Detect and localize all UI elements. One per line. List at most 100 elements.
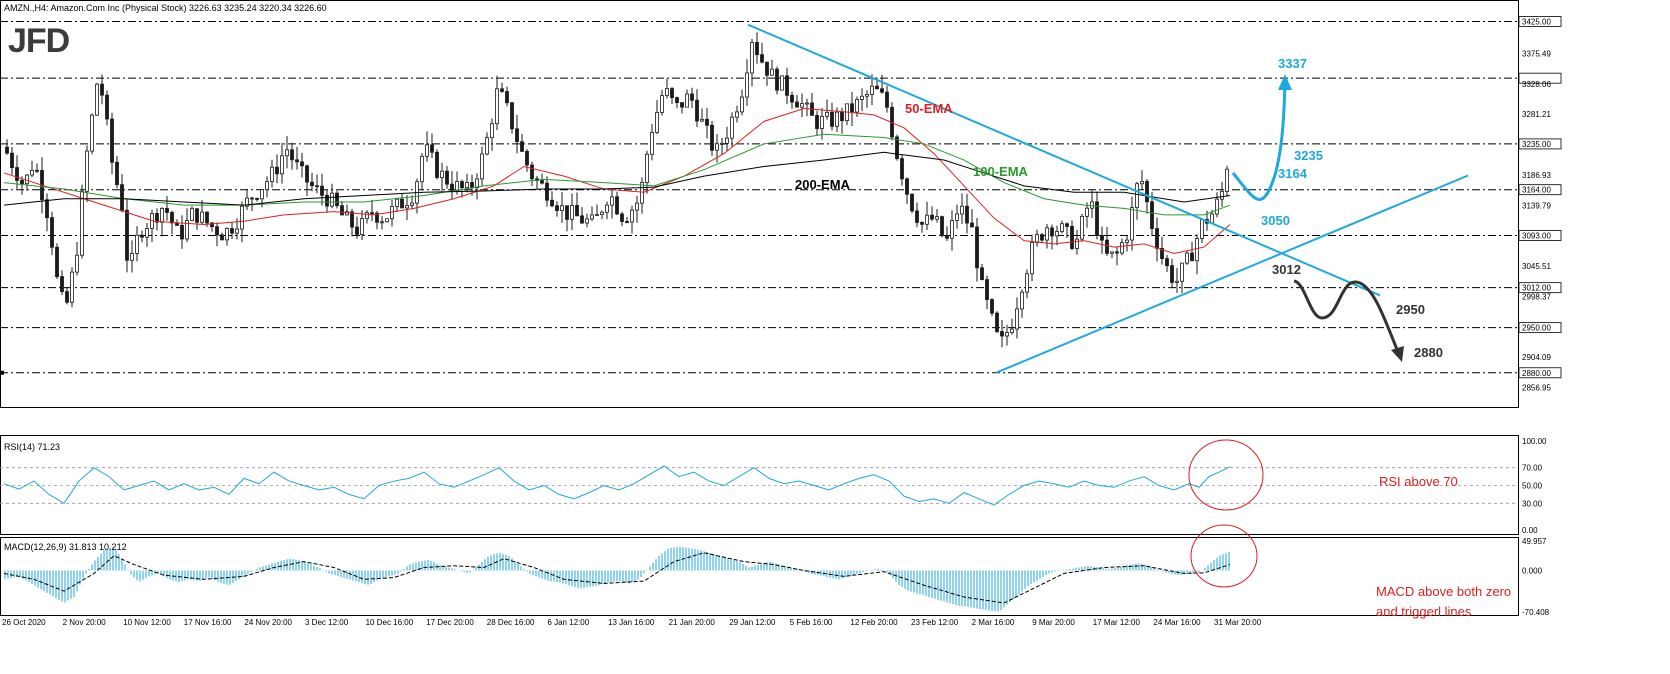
candle-body	[555, 205, 559, 211]
macd-y-tick-2: -70.408	[1522, 608, 1550, 617]
candle-body	[655, 112, 659, 133]
jfd-logo: JFD	[8, 22, 70, 60]
candle-body	[335, 192, 339, 207]
candle-body	[300, 161, 304, 167]
main-y-tick-3: 3281.21	[1522, 110, 1551, 119]
candle-body	[950, 220, 954, 239]
candle-body	[775, 68, 779, 91]
candle-body	[80, 190, 84, 256]
candle-body	[745, 72, 749, 98]
candle-body	[475, 178, 479, 189]
candle-body	[835, 111, 839, 127]
candle-body	[85, 150, 89, 192]
candle-body	[375, 212, 379, 223]
x-tick-1: 2 Nov 20:00	[63, 618, 107, 627]
candle-body	[820, 115, 824, 129]
candle-body	[645, 153, 649, 183]
candle-body	[1005, 332, 1009, 337]
candle-body	[435, 151, 439, 178]
candle-body	[930, 214, 934, 220]
candle-body	[590, 214, 594, 220]
rsi-y-tick-1: 70.00	[1522, 464, 1543, 473]
candle-body	[445, 170, 449, 185]
candle-body	[355, 226, 359, 235]
candle-body	[785, 75, 789, 96]
candle-body	[230, 228, 234, 234]
main-y-tick-13: 2904.09	[1522, 353, 1551, 362]
candle-body	[1020, 291, 1024, 310]
candle-body	[900, 158, 904, 180]
candle-body	[490, 123, 494, 139]
bullish-projection-path	[1231, 81, 1287, 201]
candle-body	[1225, 168, 1229, 192]
candle-body	[1030, 242, 1034, 275]
candle-body	[1060, 223, 1064, 232]
candle-body	[30, 169, 34, 176]
x-tick-4: 24 Nov 20:00	[244, 618, 292, 627]
candle-body	[200, 211, 204, 223]
candle-body	[840, 111, 844, 122]
candle-body	[625, 221, 629, 223]
candle-body	[450, 183, 454, 192]
candle-body	[545, 182, 549, 201]
candle-body	[880, 88, 884, 93]
candle-body	[705, 118, 709, 126]
candle-body	[550, 199, 554, 207]
candle-body	[180, 225, 184, 240]
candle-body	[975, 226, 979, 269]
candle-body	[405, 205, 409, 209]
candle-body	[55, 246, 59, 278]
candle-body	[495, 88, 499, 125]
candle-body	[1150, 201, 1154, 229]
candle-body	[45, 199, 49, 219]
candle-body	[1075, 238, 1079, 249]
candle-body	[915, 210, 919, 223]
candle-body	[1145, 181, 1149, 203]
candle-body	[70, 271, 74, 303]
candle-body	[580, 215, 584, 224]
candle-body	[305, 165, 309, 183]
candle-body	[430, 144, 434, 153]
candle-body	[125, 209, 129, 261]
candle-body	[980, 267, 984, 281]
candle-body	[1095, 201, 1099, 236]
candle-body	[800, 103, 804, 108]
candle-body	[290, 149, 294, 161]
candle-body	[395, 198, 399, 207]
rsi-y-tick-0: 100.00	[1522, 437, 1547, 446]
candle-body	[1185, 252, 1189, 264]
candle-body	[1175, 280, 1179, 283]
candle-body	[1160, 247, 1164, 260]
main-pane-frame	[0, 0, 1519, 408]
candle-body	[470, 182, 474, 189]
candle-body	[660, 95, 664, 113]
x-tick-15: 23 Feb 12:00	[911, 618, 959, 627]
candle-body	[700, 118, 704, 122]
x-tick-14: 12 Feb 20:00	[850, 618, 898, 627]
candle-body	[400, 198, 404, 209]
candle-body	[1055, 231, 1059, 237]
candle-body	[920, 222, 924, 225]
candle-body	[15, 167, 19, 181]
main-y-tick-1: 3375.49	[1522, 49, 1551, 58]
candle-body	[1125, 239, 1129, 243]
candle-body	[95, 83, 99, 116]
level-tag-4	[1518, 230, 1562, 241]
chart-label-3012: 3012	[1272, 262, 1301, 277]
chart-label-2950: 2950	[1396, 302, 1425, 317]
main-y-tick-10: 3012.00	[1522, 284, 1551, 293]
main-y-tick-6: 3164.00	[1522, 186, 1551, 195]
candle-body	[690, 93, 694, 101]
candle-body	[65, 291, 69, 303]
x-tick-17: 9 Mar 20:00	[1032, 618, 1075, 627]
main-y-tick-8: 3093.00	[1522, 231, 1551, 240]
rsi-y-tick-2: 50.00	[1522, 482, 1543, 491]
candle-body	[630, 209, 634, 223]
candle-body	[195, 208, 199, 223]
candle-body	[860, 95, 864, 100]
candle-body	[1165, 258, 1169, 267]
candle-body	[990, 299, 994, 314]
level-tag-5	[1518, 282, 1562, 294]
candle-body	[210, 222, 214, 228]
x-tick-2: 10 Nov 12:00	[123, 618, 171, 627]
